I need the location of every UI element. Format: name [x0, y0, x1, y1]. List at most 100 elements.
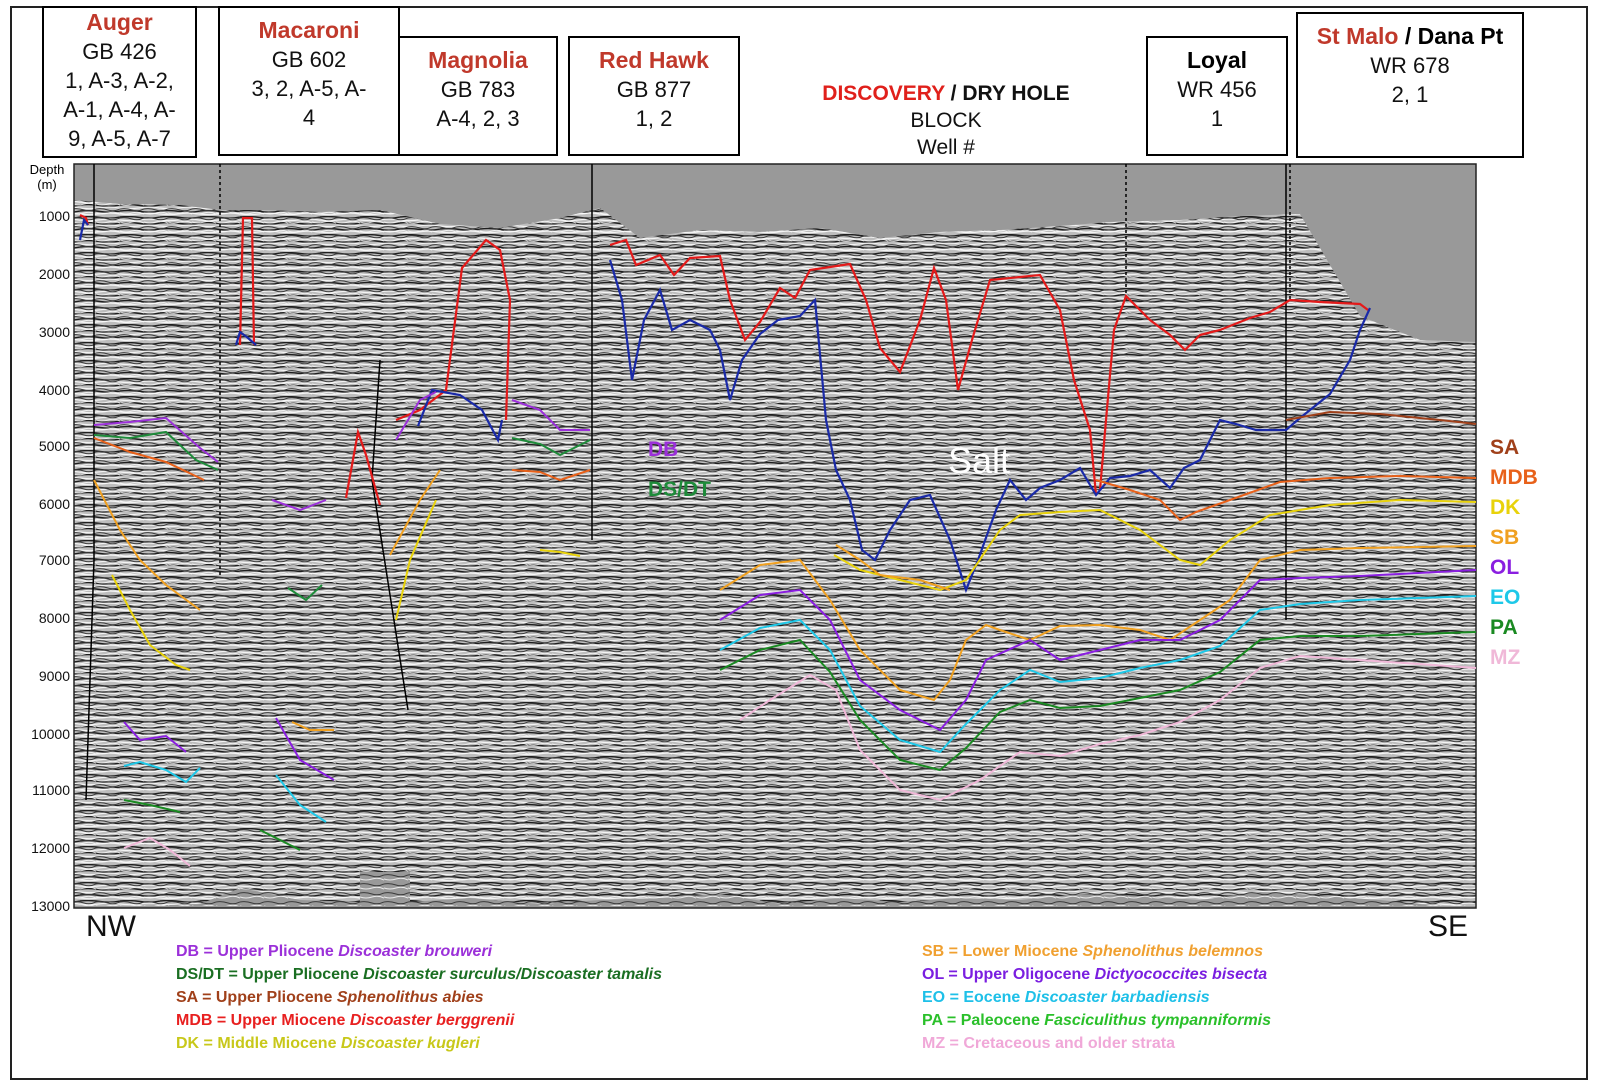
well-key: DISCOVERY / DRY HOLE BLOCK Well # — [796, 80, 1096, 161]
legend-code: SA — [176, 989, 198, 1006]
horizon-eo — [123, 595, 1477, 823]
legend-age: Lower Miocene — [962, 943, 1079, 960]
legend-age: Upper Pliocene — [217, 943, 334, 960]
well-block: GB 602 — [271, 47, 347, 72]
horizon-label-mz: MZ — [1490, 646, 1521, 669]
well-numbers: 4 — [302, 105, 316, 130]
horizon-sb — [93, 469, 1477, 731]
legend-age: Middle Miocene — [217, 1035, 337, 1052]
legend-item-db: DB = Upper Pliocene Discoaster brouweri — [176, 943, 493, 960]
seismic-data-texture — [74, 200, 1476, 906]
well-name: Red Hawk — [599, 47, 709, 73]
depth-tick: 9000 — [38, 668, 70, 684]
legend-species: Discoaster kugleri — [340, 1035, 480, 1052]
legend-species: Fasciculithus tympanniformis — [1044, 1012, 1272, 1029]
well-block: GB 783 — [440, 77, 516, 102]
well-block: WR 456 — [1177, 77, 1257, 102]
horizon-pa — [123, 631, 1477, 851]
well-block: GB 877 — [616, 77, 692, 102]
legend-item-eo: EO = Eocene Discoaster barbadiensis — [922, 989, 1210, 1006]
legend-code: DK — [176, 1035, 200, 1052]
legend-species: Discoaster barbadiensis — [1024, 989, 1210, 1006]
legend-age: Upper Oligocene — [962, 966, 1091, 983]
legend-age: Upper Pliocene — [242, 966, 359, 983]
depth-tick: 13000 — [31, 898, 70, 914]
well-numbers: 2, 1 — [1391, 82, 1429, 107]
legend-species: Discoaster berggrenii — [349, 1012, 515, 1029]
well-numbers: 1 — [1210, 106, 1224, 131]
horizon-dsdt — [93, 430, 591, 602]
key-well-number: Well # — [917, 136, 975, 159]
well-track-auger — [85, 164, 95, 801]
horizon-label-eo: EO — [1490, 586, 1521, 609]
horizon-db — [93, 391, 590, 512]
well-name: Loyal — [1186, 47, 1248, 73]
direction-se: SE — [1428, 910, 1469, 943]
inline-label-dsdt: DS/DT — [648, 478, 711, 501]
well-name-separator: / — [1398, 23, 1418, 49]
depth-tick: 2000 — [38, 266, 70, 282]
salt-top-horizon — [79, 214, 1369, 506]
legend-item-dk: DK = Middle Miocene Discoaster kugleri — [176, 1035, 480, 1052]
horizon-label-mdb: MDB — [1490, 466, 1538, 489]
well-name: Macaroni — [258, 17, 360, 43]
key-dry-hole: DRY HOLE — [962, 82, 1070, 105]
depth-tick: 5000 — [38, 438, 70, 454]
legend-code: SB — [922, 943, 945, 960]
figure-frame — [10, 6, 1588, 1080]
legend-code: DB — [176, 943, 200, 960]
legend-age: Paleocene — [960, 1012, 1040, 1029]
legend-item-mz: MZ = Cretaceous and older strata — [922, 1035, 1175, 1052]
legend-code: MDB — [176, 1012, 213, 1029]
horizon-label-dk: DK — [1490, 496, 1521, 519]
horizon-label-sb: SB — [1490, 526, 1520, 549]
section-border — [73, 163, 1477, 909]
legend-species: Cretaceous and older strata — [963, 1035, 1175, 1052]
horizon-ol — [123, 569, 1477, 781]
legend-age: Upper Miocene — [230, 1012, 346, 1029]
depth-tick: 7000 — [38, 552, 70, 568]
legend-item-sa: SA = Upper Pliocene Sphenolithus abies — [176, 989, 484, 1006]
horizon-label-sa: SA — [1490, 436, 1520, 459]
legend-item-sb: SB = Lower Miocene Sphenolithus belemnos — [922, 943, 1263, 960]
legend-age: Eocene — [963, 989, 1021, 1006]
well-box-st-malo: St Malo / Dana Pt WR 678 2, 1 — [1296, 12, 1524, 158]
legend-species: Sphenolithus abies — [336, 989, 484, 1006]
horizon-label-pa: PA — [1490, 616, 1518, 639]
legend-species: Discoaster brouweri — [338, 943, 493, 960]
legend-item-ol: OL = Upper Oligocene Dictyococcites bise… — [922, 966, 1268, 983]
depth-tick: 4000 — [38, 382, 70, 398]
legend-species: Sphenolithus belemnos — [1082, 943, 1263, 960]
horizon-dk — [111, 498, 1477, 671]
key-discovery: DISCOVERY — [822, 82, 945, 105]
legend-age: Upper Pliocene — [215, 989, 333, 1006]
well-block: GB 426 — [82, 39, 157, 64]
well-box-loyal: Loyal WR 456 1 — [1146, 36, 1288, 156]
well-numbers: A-1, A-4, A- — [63, 97, 176, 122]
legend-item-mdb: MDB = Upper Miocene Discoaster berggreni… — [176, 1012, 515, 1029]
depth-tick: 1000 — [38, 208, 70, 224]
well-name: St Malo / Dana Pt — [1298, 22, 1522, 51]
well-numbers: 9, A-5, A-7 — [68, 126, 171, 151]
depth-tick: 11000 — [32, 782, 70, 798]
legend-code: DS/DT — [176, 966, 224, 983]
salt-base-horizon — [78, 217, 1372, 594]
legend-code: OL — [922, 966, 944, 983]
horizon-mdb — [93, 437, 1477, 522]
key-block: BLOCK — [910, 109, 982, 132]
well-box-red-hawk: Red Hawk GB 877 1, 2 — [568, 36, 740, 156]
depth-tick: 12000 — [31, 840, 70, 856]
legend-left: DB = Upper Pliocene Discoaster brouweri … — [176, 940, 662, 1055]
key-separator: / — [944, 82, 963, 105]
legend-right: SB = Lower Miocene Sphenolithus belemnos… — [922, 940, 1271, 1055]
depth-tick: 6000 — [38, 496, 70, 512]
legend-item-pa: PA = Paleocene Fasciculithus tympannifor… — [922, 1012, 1272, 1029]
well-numbers: A-4, 2, 3 — [436, 106, 520, 131]
legend-code: PA — [922, 1012, 943, 1029]
horizon-sa — [1285, 410, 1477, 425]
well-numbers: 1, 2 — [635, 106, 673, 131]
well-box-magnolia: Magnolia GB 783 A-4, 2, 3 — [398, 36, 558, 156]
depth-tick: 10000 — [31, 726, 70, 742]
well-name-dry: Dana Pt — [1417, 23, 1504, 49]
